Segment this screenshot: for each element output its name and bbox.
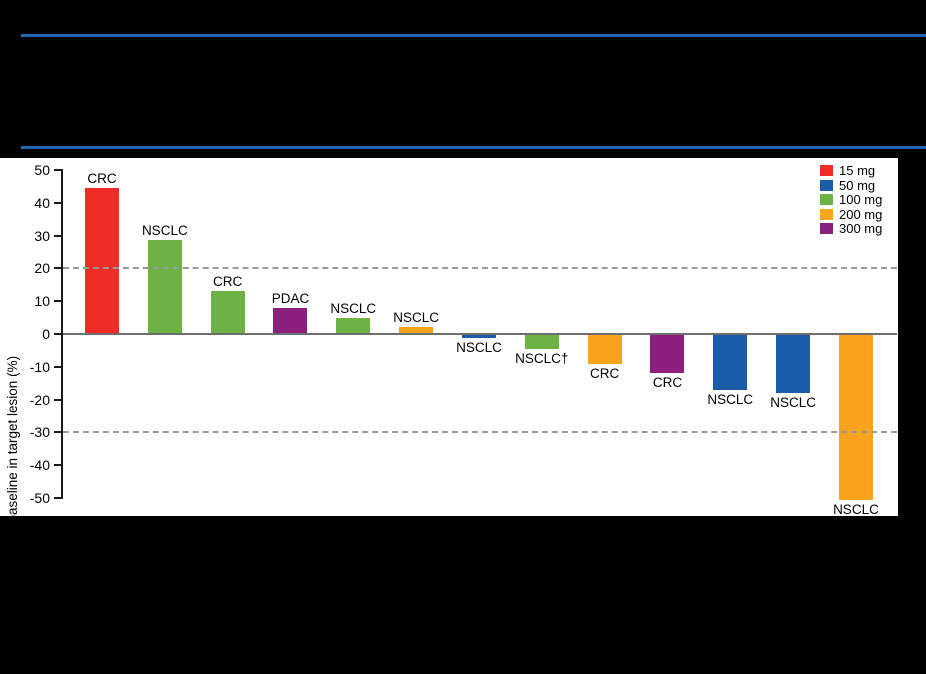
page: Best change from baseline in target lesi… (0, 34, 926, 632)
chart-panel: Best change from baseline in target lesi… (0, 158, 898, 632)
y-axis-title: Best change from baseline in target lesi… (5, 355, 20, 633)
header-divider-top (21, 34, 926, 37)
header-divider-bottom (21, 146, 926, 149)
